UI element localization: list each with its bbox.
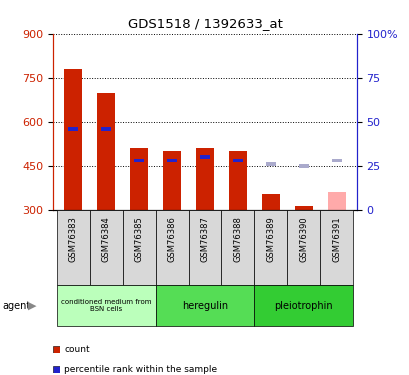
- Bar: [56, 210, 89, 285]
- Bar: [233, 159, 242, 162]
- Bar: [299, 164, 308, 168]
- Bar: [196, 148, 213, 210]
- Bar: [122, 210, 155, 285]
- Bar: [89, 210, 122, 285]
- Text: percentile rank within the sample: percentile rank within the sample: [64, 365, 217, 374]
- Bar: [56, 285, 155, 326]
- Bar: [68, 127, 78, 131]
- Bar: [287, 210, 320, 285]
- Bar: [294, 206, 312, 210]
- Text: count: count: [64, 345, 90, 354]
- Text: GDS1518 / 1392633_at: GDS1518 / 1392633_at: [127, 17, 282, 30]
- Bar: [167, 159, 176, 162]
- Bar: [162, 151, 181, 210]
- Text: GSM76383: GSM76383: [68, 216, 77, 262]
- Text: heregulin: heregulin: [182, 301, 227, 310]
- Bar: [320, 210, 353, 285]
- Bar: [331, 159, 341, 162]
- Bar: [64, 69, 82, 210]
- Bar: [200, 155, 209, 159]
- Text: GSM76388: GSM76388: [233, 216, 242, 262]
- Text: GSM76385: GSM76385: [134, 216, 143, 262]
- Text: GSM76389: GSM76389: [266, 216, 275, 262]
- Bar: [221, 210, 254, 285]
- Bar: [101, 127, 110, 131]
- Bar: [155, 210, 188, 285]
- Bar: [266, 162, 275, 166]
- Bar: [228, 151, 247, 210]
- Text: GSM76391: GSM76391: [332, 216, 341, 262]
- Bar: [188, 210, 221, 285]
- Text: conditioned medium from
BSN cells: conditioned medium from BSN cells: [61, 299, 151, 312]
- Text: agent: agent: [2, 301, 30, 310]
- Bar: [254, 210, 287, 285]
- Bar: [134, 159, 143, 162]
- Text: ▶: ▶: [28, 301, 36, 310]
- Bar: [130, 148, 148, 210]
- Text: GSM76390: GSM76390: [299, 216, 308, 262]
- Text: pleiotrophin: pleiotrophin: [274, 301, 333, 310]
- Bar: [261, 194, 279, 210]
- Bar: [155, 285, 254, 326]
- Bar: [97, 93, 115, 210]
- Bar: [327, 192, 345, 210]
- Text: GSM76386: GSM76386: [167, 216, 176, 262]
- Text: GSM76387: GSM76387: [200, 216, 209, 262]
- Text: GSM76384: GSM76384: [101, 216, 110, 262]
- Bar: [254, 285, 353, 326]
